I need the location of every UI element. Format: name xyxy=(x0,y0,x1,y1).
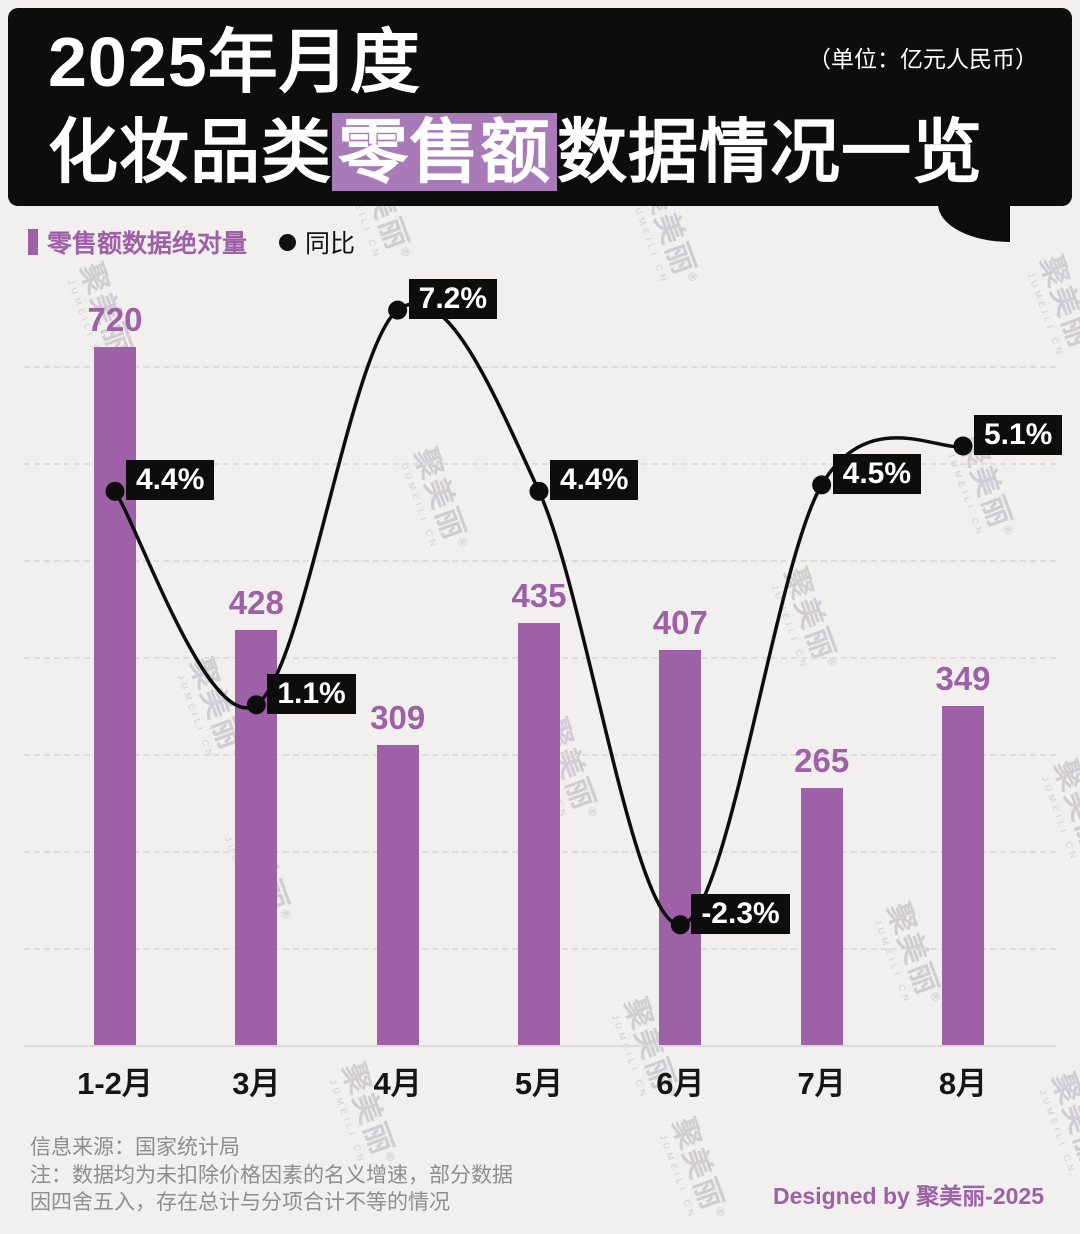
source-note: 信息来源：国家统计局 xyxy=(30,1136,240,1159)
x-axis-label: 6月 xyxy=(656,1066,705,1101)
credit: Designed by 聚美丽-2025 xyxy=(773,1183,1044,1209)
header: （单位：亿元人民币） 2025年月度 化妆品类零售额数据情况一览 xyxy=(8,8,1072,206)
pct-label-3月: 1.1% xyxy=(267,673,356,714)
page-title: 2025年月度 化妆品类零售额数据情况一览 xyxy=(48,18,983,197)
legend: 零售额数据绝对量 同比 xyxy=(28,224,355,260)
bar-6月 xyxy=(659,650,702,1045)
data-point-8月 xyxy=(953,436,973,456)
title-line2-prefix: 化妆品类 xyxy=(48,112,332,191)
bar-value-label: 349 xyxy=(935,660,991,698)
pct-label-7月: 4.5% xyxy=(832,453,922,494)
title-line2: 化妆品类零售额数据情况一览 xyxy=(48,112,983,191)
legend-bar-marker-icon xyxy=(28,229,38,255)
unit-note: （单位：亿元人民币） xyxy=(808,46,1038,72)
bar-value-label: 435 xyxy=(511,577,567,615)
x-axis-label: 8月 xyxy=(938,1066,988,1101)
x-axis-label: 3月 xyxy=(232,1066,281,1101)
footnote-line1: 注：数据均为未扣除价格因素的名义增速，部分数据 xyxy=(30,1164,513,1187)
x-axis-label: 7月 xyxy=(797,1066,846,1101)
bar-value-label: 720 xyxy=(87,300,143,338)
pct-label-4月: 7.2% xyxy=(408,279,498,320)
data-point-7月 xyxy=(812,475,832,495)
x-axis-label: 5月 xyxy=(514,1066,564,1101)
bar-1-2月 xyxy=(94,346,136,1045)
data-point-4月 xyxy=(388,300,408,320)
pct-label-8月: 5.1% xyxy=(973,415,1063,456)
pct-label-6月: -2.3% xyxy=(691,893,790,934)
pct-label-1-2月: 4.4% xyxy=(126,460,215,501)
bar-8月 xyxy=(941,706,984,1045)
gridline xyxy=(24,560,1056,562)
legend-line-label: 同比 xyxy=(305,230,356,258)
bar-value-label: 428 xyxy=(228,583,284,621)
bar-value-label: 265 xyxy=(794,741,850,779)
title-line1: 2025年月度 xyxy=(48,23,421,101)
pct-label-5月: 4.4% xyxy=(549,460,639,501)
bar-7月 xyxy=(800,787,843,1045)
legend-dot-icon xyxy=(279,233,297,251)
bar-4月 xyxy=(376,745,419,1045)
bar-5月 xyxy=(517,623,560,1045)
x-axis-label: 1-2月 xyxy=(77,1066,153,1101)
gridline xyxy=(24,366,1056,368)
bar-value-label: 407 xyxy=(652,604,708,642)
title-line2-suffix: 数据情况一览 xyxy=(557,112,983,191)
x-axis xyxy=(24,1045,1056,1047)
legend-bar-label: 零售额数据绝对量 xyxy=(47,230,248,258)
x-axis-label: 4月 xyxy=(373,1066,422,1101)
footnote-line2: 因四舍五入，存在总计与分项合计不等的情况 xyxy=(30,1191,450,1214)
title-highlight: 零售额 xyxy=(332,112,557,191)
data-point-5月 xyxy=(529,481,549,501)
